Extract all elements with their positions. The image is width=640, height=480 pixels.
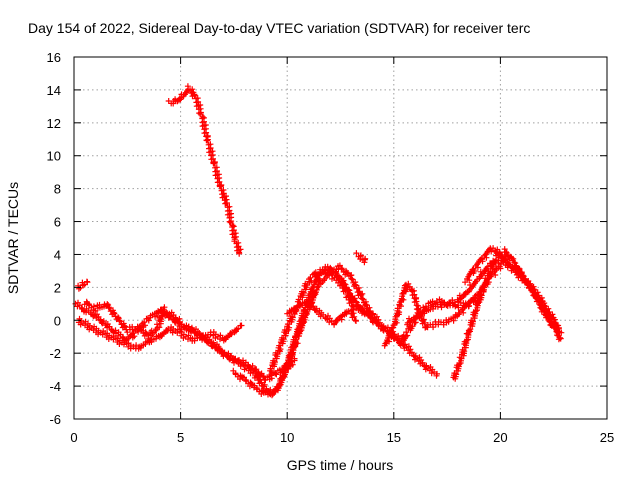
- grid: [74, 57, 607, 419]
- y-tick-label: 10: [47, 149, 61, 164]
- y-axis: -6 -4 -2 0 2 4 6 8 10 12 14 16: [47, 50, 607, 427]
- series-markers: [75, 278, 91, 292]
- y-tick-label: 8: [54, 182, 61, 197]
- x-tick-label: 15: [387, 430, 401, 445]
- y-tick-label: 6: [54, 215, 61, 230]
- x-tick-label: 10: [280, 430, 294, 445]
- series-markers: [81, 298, 168, 342]
- plot-frame: [73, 56, 608, 420]
- series-markers: [462, 245, 562, 335]
- series-arc-h: [284, 296, 359, 328]
- series-arc-f: [230, 262, 376, 398]
- series-arc-high: [165, 83, 244, 257]
- y-tick-label: 14: [47, 83, 61, 98]
- series-markers: [230, 262, 376, 398]
- series-markers: [284, 296, 359, 328]
- y-tick-label: 12: [47, 116, 61, 131]
- series-markers: [155, 306, 298, 384]
- y-tick-label: 16: [47, 50, 61, 65]
- y-tick-label: -4: [49, 379, 61, 394]
- chart-title: Day 154 of 2022, Sidereal Day-to-day VTE…: [28, 20, 530, 36]
- x-tick-label: 0: [70, 430, 77, 445]
- y-tick-label: 4: [54, 247, 61, 262]
- series-arc-i: [353, 250, 369, 266]
- y-tick-label: 0: [54, 313, 61, 328]
- series-arc-early: [75, 278, 91, 292]
- series-arc-d: [155, 306, 298, 384]
- x-axis: 0 5 10 15 20 25: [70, 57, 614, 445]
- series-markers: [353, 250, 369, 266]
- series-markers: [165, 83, 244, 257]
- x-axis-label: GPS time / hours: [287, 457, 394, 473]
- series-arc-c: [81, 298, 168, 342]
- y-tick-label: 2: [54, 280, 61, 295]
- y-axis-label: SDTVAR / TECUs: [5, 182, 21, 294]
- x-tick-label: 5: [177, 430, 184, 445]
- y-tick-label: -6: [49, 412, 61, 427]
- x-tick-label: 20: [493, 430, 507, 445]
- x-tick-label: 25: [600, 430, 614, 445]
- series-arc-n: [462, 245, 562, 335]
- data-points: [72, 83, 565, 399]
- y-tick-label: -2: [49, 346, 61, 361]
